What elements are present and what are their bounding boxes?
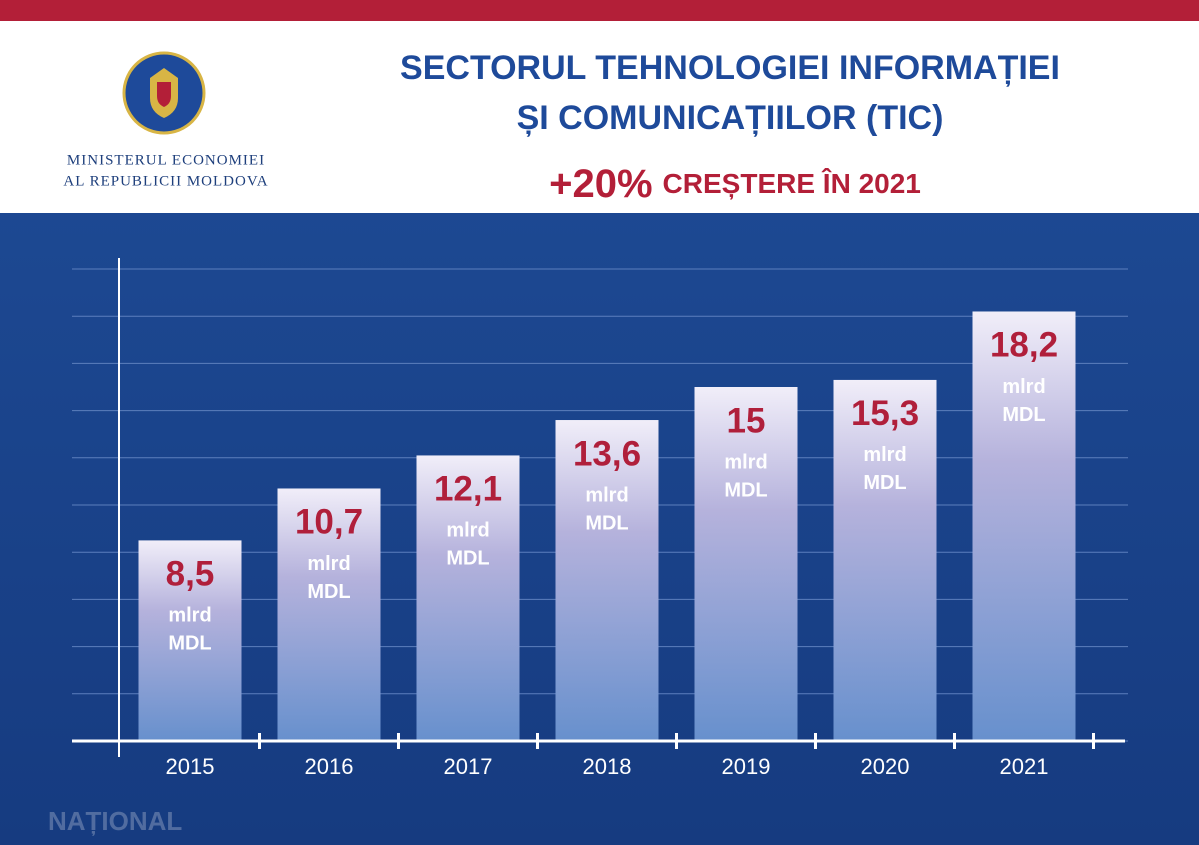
x-tick-label: 2020 [861,754,910,779]
unit-label: mlrd [724,451,767,473]
value-label: 15,3 [851,394,919,433]
value-label: 12,1 [434,470,502,509]
unit-label: mlrd [863,444,906,466]
unit-label: MDL [863,472,906,494]
bar [277,488,381,741]
bar [138,540,242,741]
bar [416,455,520,741]
ministry-name: MINISTERUL ECONOMIEI [67,152,265,168]
unit-label: mlrd [1002,376,1045,398]
chart-title: SECTORUL TEHNOLOGIEI INFORMAȚIEI [400,49,1060,87]
unit-label: MDL [585,512,628,534]
value-label: 18,2 [990,326,1058,365]
unit-label: MDL [446,548,489,570]
value-label: 8,5 [166,555,215,594]
unit-label: MDL [168,633,211,655]
chart-title: ȘI COMUNICAȚIILOR (TIC) [517,99,944,137]
ministry-name: AL REPUBLICII MOLDOVA [63,173,268,189]
value-label: 15 [727,401,766,440]
unit-label: MDL [307,581,350,603]
plot: 8,5 mlrd MDL 2015 10,7 mlrd MDL 2016 12,1 mlrd MDL… [72,258,1128,779]
x-tick-label: 2017 [444,754,493,779]
emblem [122,51,206,135]
unit-label: MDL [724,479,767,501]
bar [833,379,937,741]
subtitle: +20% CREȘTERE ÎN 2021 [549,162,921,206]
value-label: 10,7 [295,503,363,542]
x-tick-label: 2018 [583,754,632,779]
subtitle-text: CREȘTERE ÎN 2021 [663,168,921,199]
bar [555,420,659,741]
x-tick-label: 2015 [166,754,215,779]
header [0,21,1199,213]
unit-label: mlrd [168,605,211,627]
x-tick-label: 2016 [305,754,354,779]
unit-label: mlrd [585,484,628,506]
unit-label: mlrd [307,553,350,575]
x-tick-label: 2019 [722,754,771,779]
subtitle-highlight: +20% [549,162,652,206]
unit-label: mlrd [446,520,489,542]
unit-label: MDL [1002,404,1045,426]
top-stripe [0,0,1199,21]
value-label: 13,6 [573,434,641,473]
watermark: NAȚIONAL [48,806,182,836]
x-tick-label: 2021 [1000,754,1049,779]
bar [972,311,1076,741]
bar [694,387,798,741]
